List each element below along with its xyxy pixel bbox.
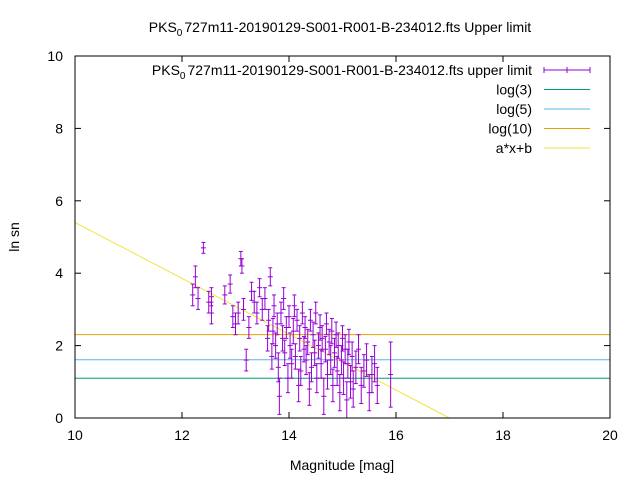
y-axis-label: ln sn [6,222,22,252]
data-point [308,352,314,383]
data-point [344,381,350,419]
data-point [271,294,277,318]
chart-title: PKS0 727m11-20190129-S001-R001-B-234012.f… [149,19,532,39]
data-point [241,298,247,321]
data-point [190,283,196,307]
data-point [313,301,319,325]
data-point [235,301,241,325]
x-tick-label: 12 [174,427,190,443]
data-point [302,316,308,339]
data-point [276,377,282,415]
data-point [323,312,329,336]
data-point [356,334,362,365]
data-point [297,325,303,352]
y-tick-label: 0 [55,410,63,426]
data-point [364,343,370,377]
data-point [294,308,300,332]
data-point [289,348,295,379]
legend-label: log(5) [496,101,532,117]
legend: PKS0 727m11-20190129-S001-R001-B-234012.f… [152,62,591,156]
y-tick-label: 2 [55,338,63,354]
data-point [331,337,337,368]
axes: 10 12 14 16 18 20 0 2 4 6 8 10 [47,48,618,443]
data-point [310,321,316,348]
data-point [350,370,356,408]
data-point [322,336,328,363]
data-point [299,301,305,325]
data-point [269,343,275,370]
data-point [286,305,292,328]
data-point [195,287,201,310]
data-point [257,278,263,298]
data-point [305,328,311,356]
data-point [249,281,255,301]
legend-label: a*x+b [496,140,532,156]
data-point [374,366,380,405]
data-point [292,343,298,370]
data-point [328,345,334,376]
data-point [280,325,286,352]
data-point [267,267,273,287]
data-point [281,287,287,310]
plot-points [190,241,394,419]
data-point [285,363,291,394]
data-point [388,341,394,408]
data-point [298,355,304,386]
plot-frame [74,55,611,419]
data-point [345,348,351,379]
legend-swatch [543,67,591,73]
data-point [353,350,359,385]
data-point [319,325,325,352]
data-point [321,377,327,415]
plot-lines [74,222,610,419]
y-tick-label: 10 [47,48,63,64]
x-tick-label: 16 [388,427,404,443]
data-point [208,287,214,307]
data-point [358,366,364,405]
data-point [278,301,284,325]
data-point [270,317,276,345]
data-point [340,325,345,352]
data-point [266,308,272,332]
data-point [296,368,302,403]
data-point [330,368,336,403]
data-point [291,294,297,318]
data-point [329,317,335,345]
legend-label: PKS0 727m11-20190129-S001-R001-B-234012.f… [152,62,532,82]
x-tick-label: 18 [495,427,511,443]
legend-label: log(3) [496,82,532,98]
x-tick-label: 20 [602,427,618,443]
legend-label: log(10) [488,121,532,137]
data-point [265,325,271,352]
data-point [262,287,268,310]
data-point [243,348,249,372]
x-axis-label: Magnitude [mag] [290,457,394,473]
data-point [361,354,367,388]
data-point [369,355,375,394]
data-point [312,339,318,367]
data-point [314,363,320,394]
data-point [222,285,228,305]
data-point [230,305,236,328]
y-tick-label: 6 [55,193,63,209]
x-tick-label: 10 [67,427,83,443]
data-point [307,308,313,332]
data-point [318,348,324,379]
y-tick-label: 4 [55,265,63,281]
data-point [282,339,288,367]
data-point [200,241,206,254]
y-tick-label: 8 [55,120,63,136]
data-point [306,372,312,406]
data-point [254,301,260,325]
data-point [227,274,233,294]
data-point [372,345,378,383]
data-point [273,332,279,359]
data-point [275,352,281,383]
data-point [246,316,252,339]
x-tick-label: 14 [281,427,297,443]
data-point [337,374,343,412]
data-point [239,258,245,274]
